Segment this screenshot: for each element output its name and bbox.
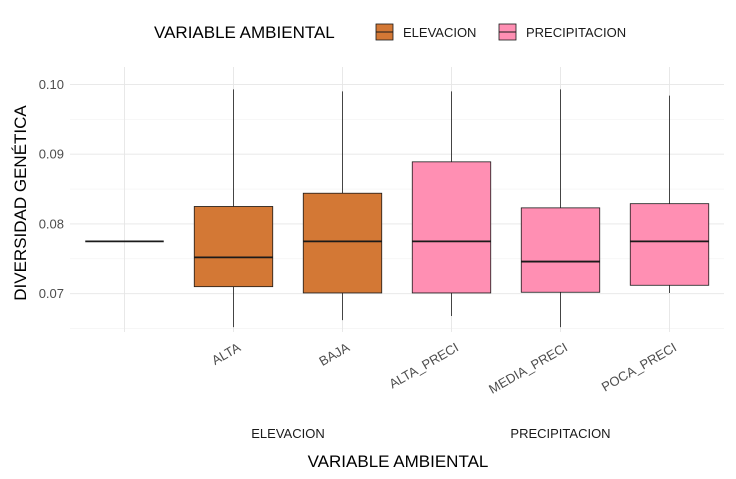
legend-item: ELEVACION — [376, 24, 476, 40]
y-tick-label: 0.10 — [39, 77, 64, 92]
legend-title: VARIABLE AMBIENTAL — [154, 23, 335, 42]
legend-label: ELEVACION — [403, 25, 476, 40]
y-tick-label: 0.08 — [39, 216, 64, 231]
box-media-preci — [521, 89, 599, 327]
y-axis-title: DIVERSIDAD GENÉTICA — [11, 105, 30, 301]
box-alta — [194, 89, 272, 327]
x-tick-label: ALTA_PRECI — [386, 340, 461, 392]
y-axis: 0.07 0.08 0.09 0.10 — [39, 77, 64, 301]
legend-item: PRECIPITACION — [499, 24, 626, 40]
x-tick-label: POCA_PRECI — [599, 340, 679, 395]
x-tick-label: MEDIA_PRECI — [486, 340, 570, 397]
box-poca-preci — [630, 96, 708, 293]
grid — [70, 67, 724, 332]
box-baja — [303, 91, 381, 320]
x-tick-label: ALTA — [209, 339, 243, 367]
box-alta-preci — [412, 91, 490, 316]
y-tick-label: 0.09 — [39, 147, 64, 162]
box-iqr — [412, 162, 490, 293]
group-label: ELEVACION — [251, 426, 324, 441]
legend: VARIABLE AMBIENTAL ELEVACION PRECIPITACION — [154, 23, 626, 42]
group-label: PRECIPITACION — [510, 426, 610, 441]
box-iqr — [303, 193, 381, 293]
box-iqr — [630, 204, 708, 286]
boxes — [85, 89, 708, 327]
x-axis: ALTA BAJA ALTA_PRECI MEDIA_PRECI POCA_PRECI — [209, 339, 679, 396]
x-axis-title: VARIABLE AMBIENTAL — [308, 452, 489, 471]
group-labels: ELEVACION PRECIPITACION — [251, 426, 610, 441]
x-tick-label: BAJA — [316, 339, 352, 368]
y-tick-label: 0.07 — [39, 286, 64, 301]
box-iqr — [194, 206, 272, 286]
legend-label: PRECIPITACION — [526, 25, 626, 40]
box-iqr — [521, 208, 599, 292]
